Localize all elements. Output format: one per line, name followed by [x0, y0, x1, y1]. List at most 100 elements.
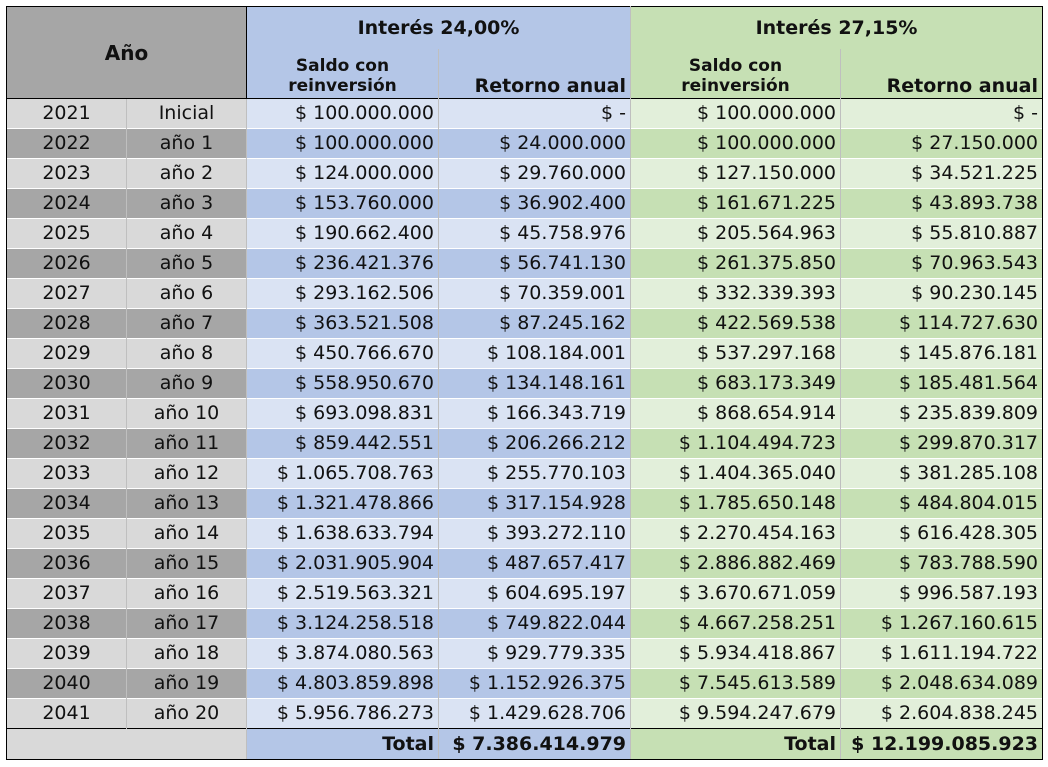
- scenario-a-return-cell: $ 929.779.335: [438, 638, 632, 669]
- scenario-b-balance-cell: $ 2.886.882.469: [630, 548, 842, 579]
- scenario-b-return-cell: $ 1.267.160.615: [840, 608, 1044, 639]
- scenario-b-return-cell: $ 2.048.634.089: [840, 668, 1044, 699]
- table-row: 2023 año 2 $ 124.000.000 $ 29.760.000 $ 127.…: [6, 158, 1044, 189]
- scenario-b-return-cell: $ 43.893.738: [840, 188, 1044, 219]
- scenario-b-balance-cell: $ 100.000.000: [630, 98, 842, 129]
- scenario-a-balance-cell: $ 363.521.508: [246, 308, 439, 339]
- scenario-b-balance-cell: $ 100.000.000: [630, 128, 842, 159]
- table-row: 2028 año 7 $ 363.521.508 $ 87.245.162 $ 422.…: [6, 308, 1044, 339]
- table-row: 2038 año 17 $ 3.124.258.518 $ 749.822.044 $ …: [6, 608, 1044, 639]
- year-cell: 2032: [6, 428, 127, 459]
- scenario-a-return-cell: $ 255.770.103: [438, 458, 632, 489]
- scenario-a-return-cell: $ 206.266.212: [438, 428, 632, 459]
- scenario-a-return-cell: $ 393.272.110: [438, 518, 632, 549]
- period-label-cell: Inicial: [126, 98, 247, 129]
- scenario-b-balance-cell: $ 683.173.349: [630, 368, 842, 399]
- scenario-b-balance-cell: $ 7.545.613.589: [630, 668, 842, 699]
- scenario-b-return-cell: $ -: [840, 98, 1044, 129]
- year-cell: 2040: [6, 668, 127, 699]
- scenario-a-return-cell: $ 749.822.044: [438, 608, 632, 639]
- scenario-b-total-value: $ 12.199.085.923: [840, 728, 1044, 760]
- scenario-a-balance-cell: $ 1.065.708.763: [246, 458, 439, 489]
- year-cell: 2024: [6, 188, 127, 219]
- scenario-b-return-header: Retorno anual: [840, 48, 1044, 99]
- scenario-a-return-cell: $ 317.154.928: [438, 488, 632, 519]
- table-row: 2031 año 10 $ 693.098.831 $ 166.343.719 $ 86…: [6, 398, 1044, 429]
- table-row: 2022 año 1 $ 100.000.000 $ 24.000.000 $ 100.…: [6, 128, 1044, 159]
- period-label-cell: año 16: [126, 578, 247, 609]
- scenario-b-balance-cell: $ 1.104.494.723: [630, 428, 842, 459]
- scenario-a-balance-cell: $ 2.519.563.321: [246, 578, 439, 609]
- scenario-a-balance-cell: $ 3.124.258.518: [246, 608, 439, 639]
- scenario-a-balance-cell: $ 124.000.000: [246, 158, 439, 189]
- period-label-cell: año 17: [126, 608, 247, 639]
- scenario-b-return-cell: $ 34.521.225: [840, 158, 1044, 189]
- table-row: 2032 año 11 $ 859.442.551 $ 206.266.212 $ 1.…: [6, 428, 1044, 459]
- scenario-b-return-cell: $ 1.611.194.722: [840, 638, 1044, 669]
- scenario-b-return-cell: $ 145.876.181: [840, 338, 1044, 369]
- year-cell: 2033: [6, 458, 127, 489]
- scenario-b-balance-header-text: Saldo con reinversión: [681, 56, 790, 96]
- scenario-a-total-label: Total: [246, 728, 439, 760]
- scenario-b-return-cell: $ 27.150.000: [840, 128, 1044, 159]
- period-label-cell: año 6: [126, 278, 247, 309]
- scenario-b-balance-cell: $ 537.297.168: [630, 338, 842, 369]
- scenario-b-balance-cell: $ 161.671.225: [630, 188, 842, 219]
- table-row: 2040 año 19 $ 4.803.859.898 $ 1.152.926.375…: [6, 668, 1044, 699]
- scenario-a-balance-cell: $ 293.162.506: [246, 278, 439, 309]
- scenario-a-return-cell: $ 45.758.976: [438, 218, 632, 249]
- table-row: 2021 Inicial $ 100.000.000 $ - $ 100.000.000…: [6, 98, 1044, 129]
- table-row: 2029 año 8 $ 450.766.670 $ 108.184.001 $ 537…: [6, 338, 1044, 369]
- period-label-cell: año 13: [126, 488, 247, 519]
- year-cell: 2023: [6, 158, 127, 189]
- year-cell: 2038: [6, 608, 127, 639]
- period-label-cell: año 19: [126, 668, 247, 699]
- scenario-a-balance-cell: $ 5.956.786.273: [246, 698, 439, 729]
- year-cell: 2025: [6, 218, 127, 249]
- year-cell: 2039: [6, 638, 127, 669]
- scenario-b-balance-header: Saldo con reinversión: [630, 48, 842, 99]
- year-cell: 2037: [6, 578, 127, 609]
- scenario-b-balance-cell: $ 868.654.914: [630, 398, 842, 429]
- table-row: 2026 año 5 $ 236.421.376 $ 56.741.130 $ 261.…: [6, 248, 1044, 279]
- scenario-b-balance-cell: $ 127.150.000: [630, 158, 842, 189]
- scenario-a-balance-cell: $ 1.638.633.794: [246, 518, 439, 549]
- scenario-b-balance-cell: $ 4.667.258.251: [630, 608, 842, 639]
- scenario-a-return-cell: $ 1.429.628.706: [438, 698, 632, 729]
- scenario-a-return-cell: $ 56.741.130: [438, 248, 632, 279]
- scenario-b-return-cell: $ 185.481.564: [840, 368, 1044, 399]
- scenario-a-balance-cell: $ 100.000.000: [246, 128, 439, 159]
- scenario-a-return-cell: $ 87.245.162: [438, 308, 632, 339]
- scenario-a-return-header: Retorno anual: [438, 48, 632, 99]
- scenario-b-return-cell: $ 55.810.887: [840, 218, 1044, 249]
- scenario-a-return-cell: $ 166.343.719: [438, 398, 632, 429]
- table-row: 2037 año 16 $ 2.519.563.321 $ 604.695.197 $ …: [6, 578, 1044, 609]
- scenario-b-return-cell: $ 783.788.590: [840, 548, 1044, 579]
- scenario-b-balance-cell: $ 261.375.850: [630, 248, 842, 279]
- scenario-b-return-cell: $ 235.839.809: [840, 398, 1044, 429]
- year-cell: 2041: [6, 698, 127, 729]
- scenario-a-balance-cell: $ 153.760.000: [246, 188, 439, 219]
- year-cell: 2030: [6, 368, 127, 399]
- scenario-a-return-cell: $ 487.657.417: [438, 548, 632, 579]
- scenario-b-balance-cell: $ 205.564.963: [630, 218, 842, 249]
- year-cell: 2035: [6, 518, 127, 549]
- scenario-b-return-cell: $ 381.285.108: [840, 458, 1044, 489]
- period-label-cell: año 14: [126, 518, 247, 549]
- scenario-b-return-cell: $ 996.587.193: [840, 578, 1044, 609]
- scenario-b-total-label: Total: [630, 728, 842, 760]
- scenario-a-return-cell: $ 36.902.400: [438, 188, 632, 219]
- table-row: 2030 año 9 $ 558.950.670 $ 134.148.161 $ 683…: [6, 368, 1044, 399]
- year-column-header: Año: [6, 6, 247, 99]
- header-title-row: Año Interés 24,00% Interés 27,15%: [6, 6, 1044, 99]
- year-cell: 2029: [6, 338, 127, 369]
- scenario-a-title: Interés 24,00%: [245, 6, 632, 49]
- scenario-a-return-cell: $ 108.184.001: [438, 338, 632, 369]
- table-row: 2027 año 6 $ 293.162.506 $ 70.359.001 $ 332.…: [6, 278, 1044, 309]
- year-cell: 2026: [6, 248, 127, 279]
- table-row: 2039 año 18 $ 3.874.080.563 $ 929.779.335 $ …: [6, 638, 1044, 669]
- period-label-cell: año 1: [126, 128, 247, 159]
- scenario-a-balance-cell: $ 693.098.831: [246, 398, 439, 429]
- scenario-b-balance-cell: $ 332.339.393: [630, 278, 842, 309]
- scenario-a-balance-cell: $ 2.031.905.904: [246, 548, 439, 579]
